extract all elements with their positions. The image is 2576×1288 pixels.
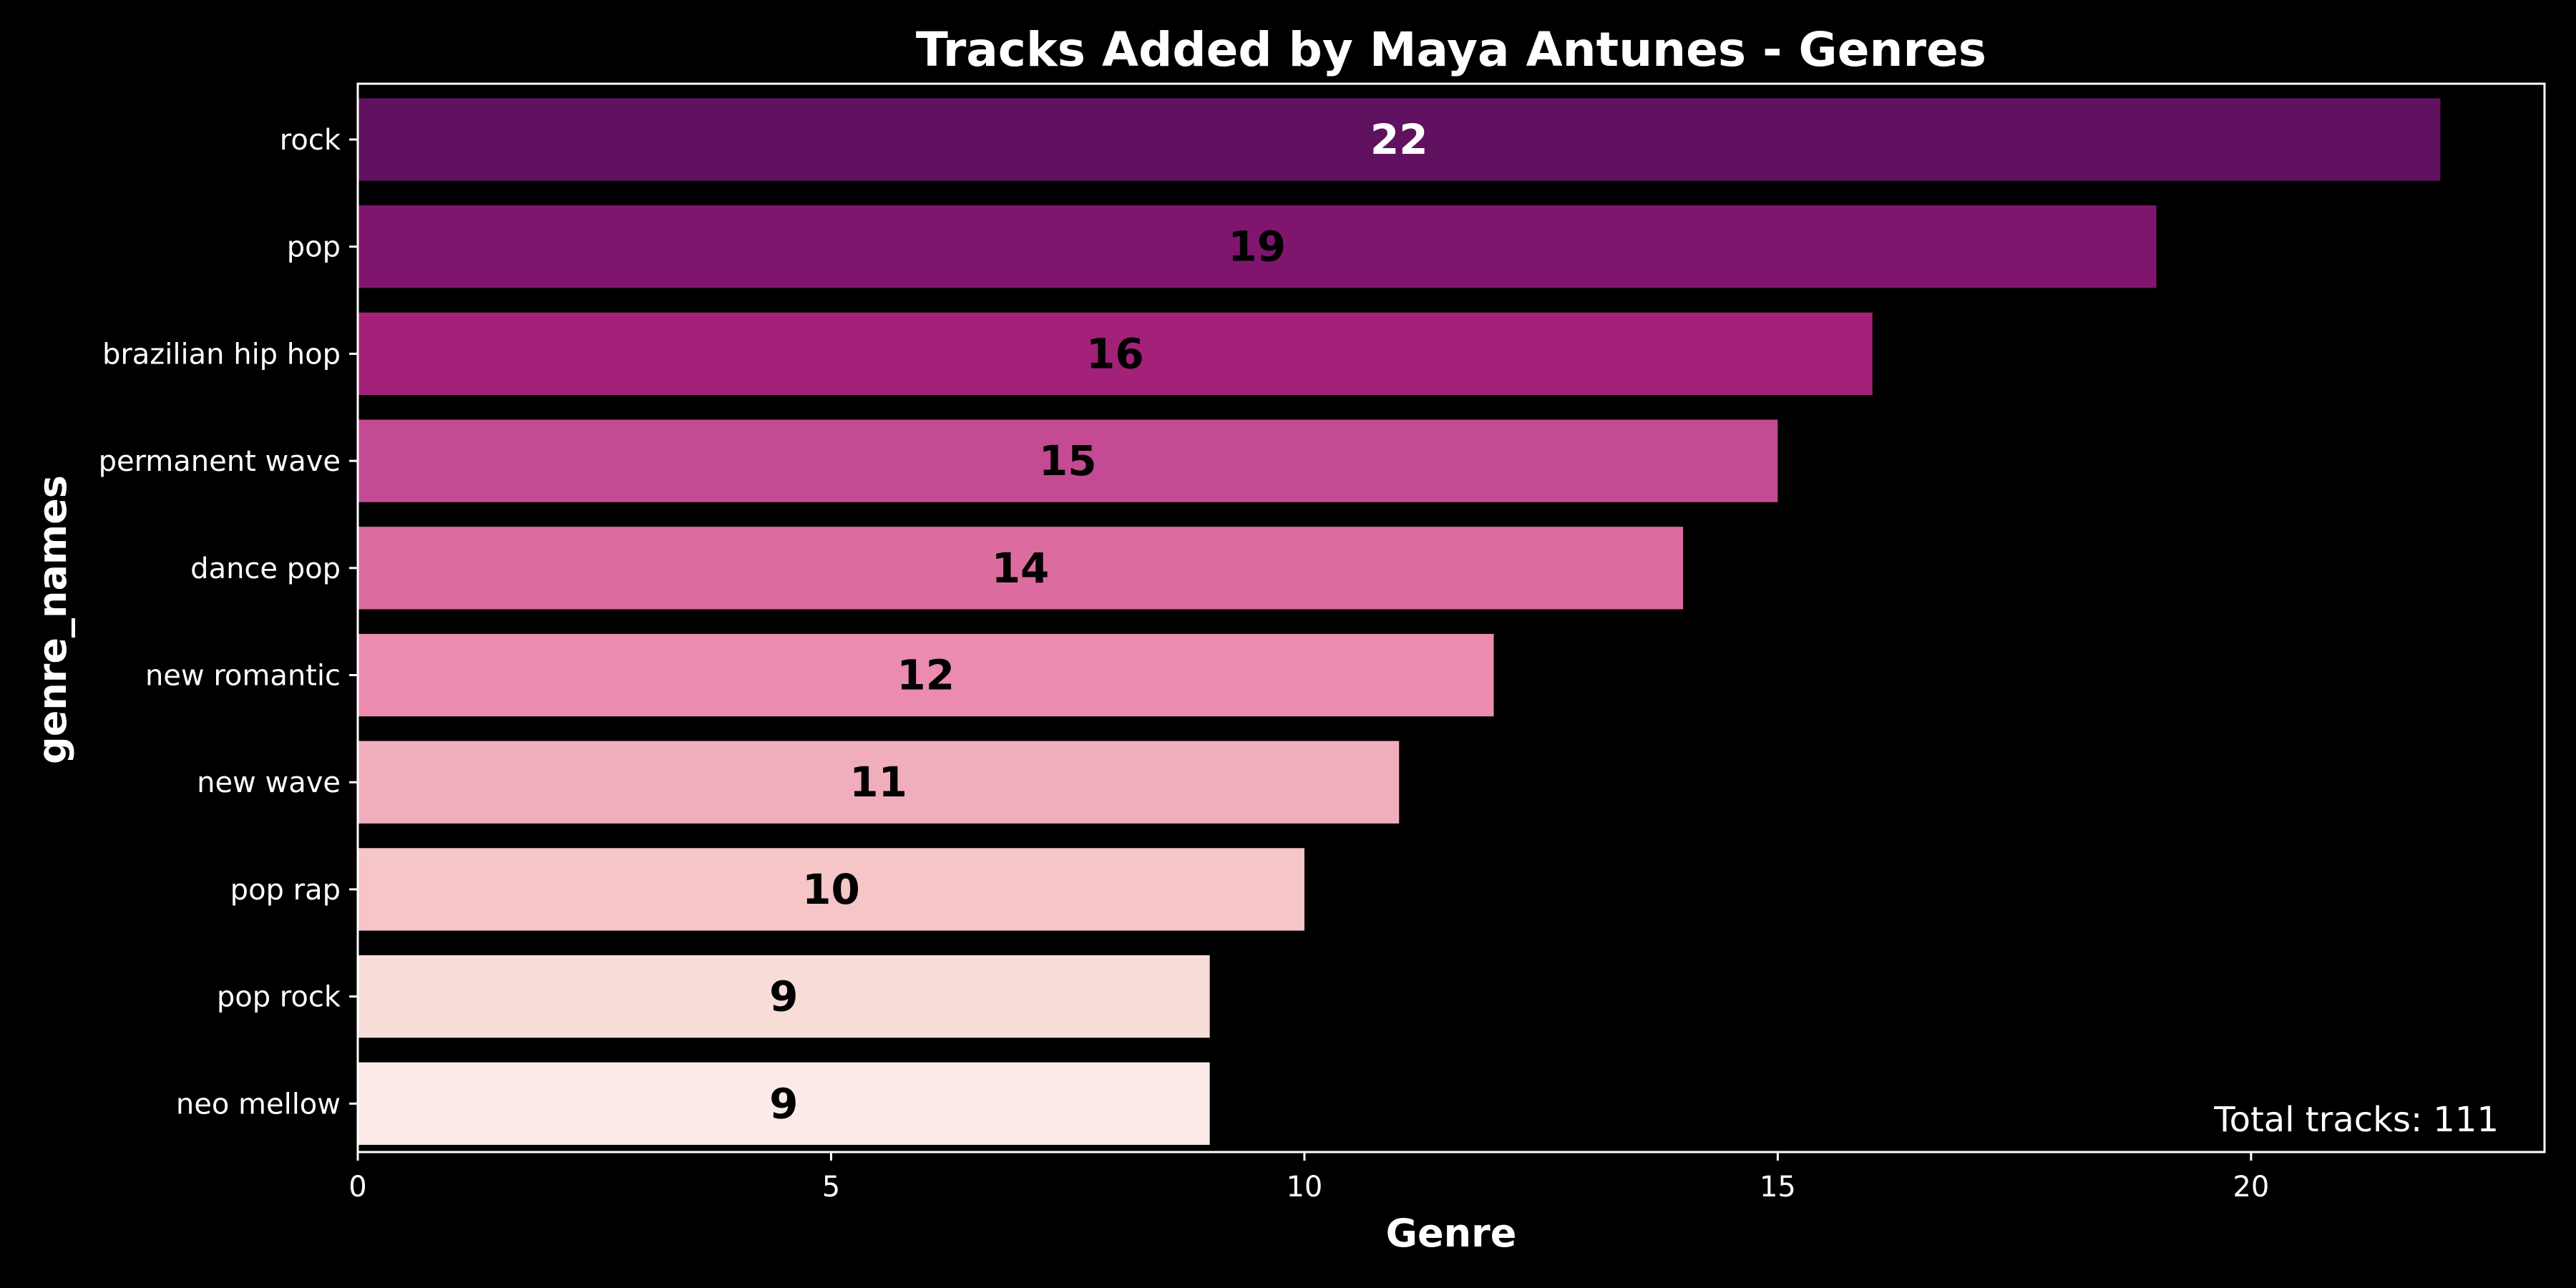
plot-frame — [356, 82, 2546, 1153]
y-tick-label: rock — [280, 124, 341, 157]
y-tick-label: new romantic — [145, 660, 341, 693]
x-tick-label: 0 — [348, 1171, 366, 1204]
bar-pop — [358, 205, 2157, 288]
bar-value-label: 9 — [769, 972, 798, 1021]
bar-pop-rock — [358, 955, 1210, 1038]
bar-dance-pop — [358, 527, 1684, 610]
bar-permanent-wave — [358, 419, 1778, 502]
bar-value-label: 14 — [992, 544, 1050, 592]
y-tick-label: pop rap — [230, 874, 341, 907]
bar-value-label: 10 — [802, 865, 860, 914]
x-tick-label: 20 — [2233, 1171, 2269, 1204]
y-axis-title: genre_names — [30, 475, 75, 764]
bar-new-wave — [358, 741, 1400, 824]
y-tick-label: permanent wave — [99, 445, 341, 478]
y-tick-label: new wave — [197, 766, 341, 799]
bar-value-label: 15 — [1039, 436, 1097, 485]
x-tick-label: 15 — [1760, 1171, 1796, 1204]
total-tracks-annotation: Total tracks: 111 — [2213, 1100, 2499, 1140]
bar-value-label: 12 — [897, 651, 955, 700]
y-tick-label: dance pop — [190, 552, 341, 585]
bar-value-label: 22 — [1370, 115, 1428, 164]
bar-value-label: 19 — [1228, 223, 1286, 271]
x-axis-title: Genre — [1386, 1211, 1517, 1256]
x-tick-label: 5 — [822, 1171, 840, 1204]
bar-value-label: 9 — [769, 1079, 798, 1128]
y-tick-label: pop — [287, 231, 341, 264]
bar-neo-mellow — [358, 1062, 1210, 1145]
ticks-layer: rock pop brazilian hip hop permanent wave da… — [99, 124, 2270, 1204]
bar-rock — [358, 98, 2441, 181]
x-tick-label: 10 — [1286, 1171, 1322, 1204]
bars-layer: 22 19 16 15 14 12 11 10 9 9 — [358, 98, 2441, 1145]
bar-value-label: 11 — [849, 758, 907, 806]
bar-pop-rap — [358, 848, 1304, 931]
chart-title: Tracks Added by Maya Antunes - Genres — [916, 22, 1986, 77]
bar-new-romantic — [358, 633, 1494, 717]
y-tick-label: pop rock — [217, 981, 341, 1014]
y-tick-label: neo mellow — [176, 1088, 341, 1121]
bar-value-label: 16 — [1086, 329, 1144, 378]
bar-brazilian-hip-hop — [358, 312, 1873, 396]
y-tick-label: brazilian hip hop — [102, 338, 341, 371]
